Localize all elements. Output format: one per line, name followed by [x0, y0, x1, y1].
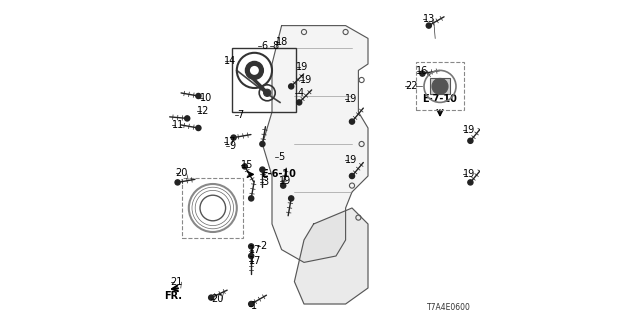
- Text: E-6-10: E-6-10: [261, 169, 296, 180]
- Circle shape: [248, 244, 253, 249]
- Text: 6: 6: [261, 41, 267, 52]
- Text: 19: 19: [300, 75, 312, 85]
- Text: 8: 8: [273, 41, 279, 52]
- Circle shape: [196, 125, 201, 131]
- Text: 19: 19: [463, 169, 475, 180]
- Circle shape: [297, 100, 302, 105]
- Circle shape: [280, 183, 285, 188]
- Circle shape: [184, 116, 189, 121]
- Circle shape: [175, 180, 180, 185]
- Text: 19: 19: [345, 94, 357, 104]
- Polygon shape: [294, 208, 368, 304]
- Polygon shape: [262, 26, 368, 262]
- Circle shape: [468, 180, 473, 185]
- Text: 19: 19: [463, 124, 475, 135]
- Text: T7A4E0600: T7A4E0600: [426, 303, 470, 312]
- Text: 4: 4: [298, 88, 304, 98]
- Circle shape: [245, 61, 264, 79]
- Text: 22: 22: [405, 81, 417, 92]
- Circle shape: [349, 119, 355, 124]
- Text: 5: 5: [278, 152, 284, 162]
- Text: 20: 20: [175, 168, 188, 179]
- Circle shape: [231, 135, 236, 140]
- Bar: [232, 48, 296, 112]
- Circle shape: [248, 301, 253, 307]
- Text: 7: 7: [237, 110, 244, 120]
- Text: 13: 13: [422, 14, 435, 24]
- Circle shape: [260, 167, 265, 172]
- Circle shape: [248, 196, 253, 201]
- Text: FR.: FR.: [164, 291, 182, 301]
- Text: 17: 17: [249, 256, 262, 266]
- Circle shape: [243, 164, 248, 169]
- Text: 16: 16: [416, 66, 429, 76]
- Text: E-7-10: E-7-10: [422, 94, 458, 104]
- Text: 19: 19: [296, 62, 308, 72]
- Text: 21: 21: [170, 277, 183, 287]
- Text: 17: 17: [249, 244, 262, 255]
- Circle shape: [209, 295, 214, 300]
- Circle shape: [426, 23, 431, 28]
- Text: 20: 20: [211, 294, 223, 304]
- Bar: [430, 78, 450, 94]
- Circle shape: [420, 71, 425, 76]
- Circle shape: [264, 89, 271, 96]
- Text: 11: 11: [172, 120, 184, 130]
- Text: 9: 9: [229, 141, 235, 151]
- Text: 14: 14: [224, 56, 237, 67]
- Text: 17: 17: [223, 137, 236, 148]
- Text: 2: 2: [260, 241, 266, 252]
- Circle shape: [250, 66, 259, 75]
- Text: 15: 15: [241, 160, 253, 170]
- Text: 10: 10: [200, 93, 212, 103]
- Text: 3: 3: [262, 177, 269, 188]
- Circle shape: [196, 93, 201, 99]
- Circle shape: [248, 253, 253, 259]
- Text: 19: 19: [279, 176, 292, 186]
- Text: 1: 1: [252, 300, 257, 311]
- Text: 19: 19: [345, 155, 357, 165]
- Circle shape: [349, 173, 355, 179]
- Circle shape: [468, 138, 473, 143]
- Circle shape: [289, 84, 294, 89]
- Text: 18: 18: [275, 36, 288, 47]
- Text: 12: 12: [197, 106, 209, 116]
- Circle shape: [432, 78, 448, 94]
- Circle shape: [260, 141, 265, 147]
- Circle shape: [289, 196, 294, 201]
